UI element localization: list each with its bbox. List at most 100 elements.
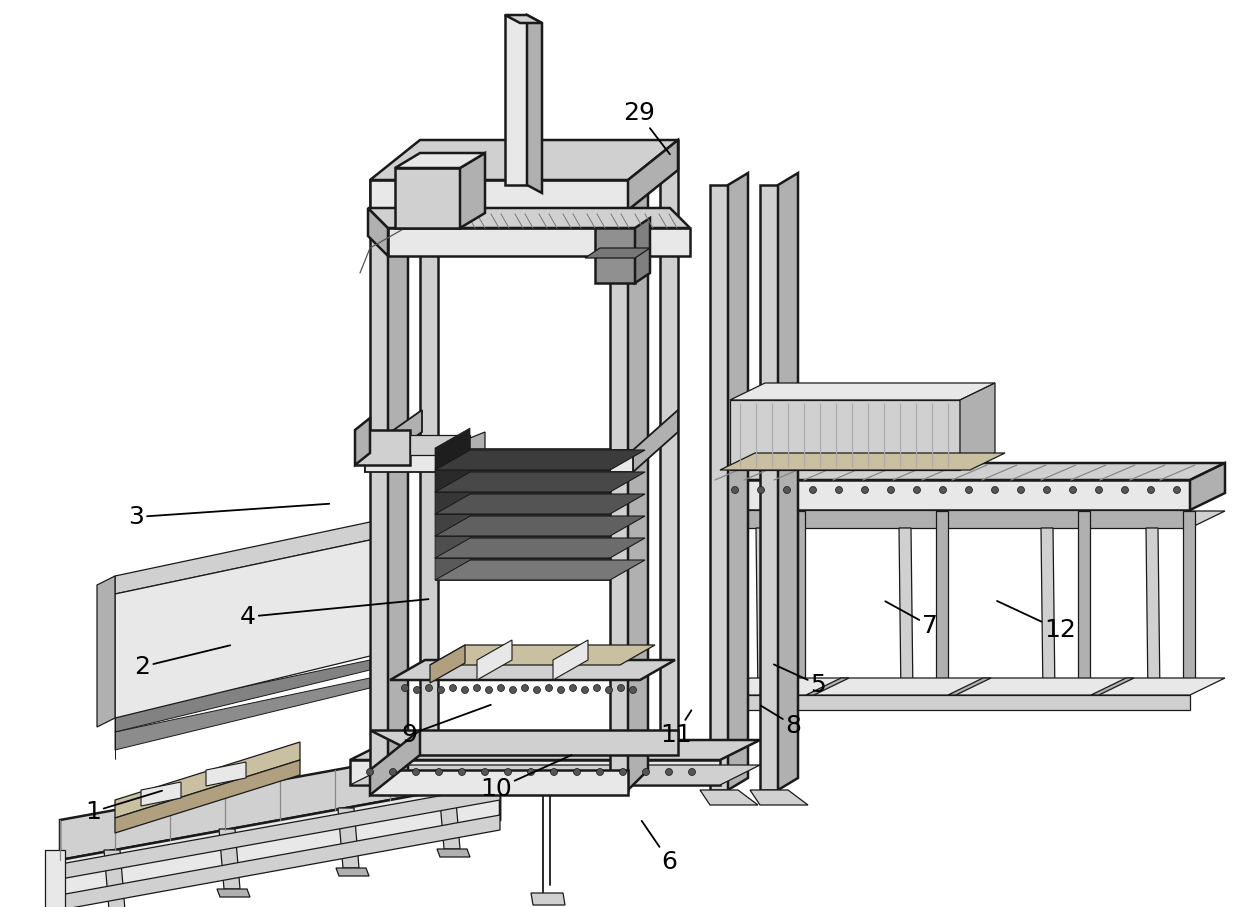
Polygon shape [350, 760, 720, 785]
Polygon shape [632, 410, 678, 472]
Polygon shape [715, 511, 1225, 528]
Polygon shape [435, 494, 645, 514]
Polygon shape [115, 540, 370, 718]
Polygon shape [115, 570, 370, 642]
Polygon shape [1078, 511, 1090, 681]
Polygon shape [355, 430, 410, 465]
Circle shape [605, 687, 613, 694]
Polygon shape [410, 435, 470, 455]
Polygon shape [505, 15, 542, 23]
Polygon shape [460, 153, 485, 228]
Circle shape [573, 768, 580, 775]
Polygon shape [350, 740, 760, 760]
Circle shape [527, 768, 534, 775]
Polygon shape [435, 448, 610, 470]
Circle shape [486, 687, 492, 694]
Circle shape [914, 486, 920, 493]
Polygon shape [435, 516, 470, 558]
Polygon shape [701, 790, 758, 805]
Circle shape [522, 685, 528, 691]
Circle shape [966, 486, 972, 493]
Circle shape [1044, 486, 1050, 493]
Polygon shape [396, 168, 460, 228]
Circle shape [784, 486, 791, 493]
Polygon shape [435, 558, 610, 580]
Polygon shape [1190, 463, 1225, 510]
Circle shape [618, 685, 625, 691]
Text: 9: 9 [402, 705, 491, 746]
Polygon shape [365, 450, 632, 472]
Polygon shape [206, 762, 246, 786]
Polygon shape [899, 528, 913, 698]
Polygon shape [435, 472, 645, 492]
Polygon shape [715, 480, 1190, 510]
Circle shape [551, 768, 558, 775]
Polygon shape [388, 228, 689, 256]
Circle shape [569, 685, 577, 691]
Circle shape [630, 687, 636, 694]
Polygon shape [365, 410, 422, 472]
Polygon shape [435, 538, 470, 580]
Polygon shape [435, 450, 470, 492]
Polygon shape [1183, 511, 1195, 681]
Circle shape [642, 768, 650, 775]
Circle shape [402, 685, 408, 691]
Text: 1: 1 [86, 791, 162, 824]
Polygon shape [436, 849, 470, 857]
Polygon shape [115, 742, 300, 818]
Circle shape [732, 486, 739, 493]
Circle shape [367, 768, 373, 775]
Circle shape [810, 486, 816, 493]
Polygon shape [420, 140, 438, 750]
Circle shape [688, 768, 696, 775]
Circle shape [413, 768, 419, 775]
Polygon shape [949, 678, 991, 695]
Polygon shape [141, 782, 181, 806]
Polygon shape [435, 536, 610, 558]
Polygon shape [728, 173, 748, 790]
Polygon shape [388, 160, 408, 790]
Polygon shape [368, 208, 689, 228]
Circle shape [594, 685, 600, 691]
Polygon shape [750, 790, 808, 805]
Polygon shape [715, 510, 1190, 528]
Circle shape [558, 687, 564, 694]
Polygon shape [595, 228, 635, 283]
Polygon shape [1146, 528, 1159, 698]
Circle shape [459, 768, 465, 775]
Polygon shape [553, 640, 588, 680]
Polygon shape [97, 576, 115, 727]
Polygon shape [435, 470, 610, 492]
Polygon shape [435, 516, 645, 536]
Polygon shape [660, 140, 678, 750]
Polygon shape [435, 560, 645, 580]
Circle shape [533, 687, 541, 694]
Circle shape [836, 486, 842, 493]
Polygon shape [627, 140, 678, 210]
Polygon shape [715, 678, 1225, 695]
Polygon shape [104, 850, 125, 907]
Text: 2: 2 [135, 645, 231, 678]
Polygon shape [370, 180, 388, 790]
Polygon shape [435, 428, 470, 470]
Circle shape [582, 687, 589, 694]
Polygon shape [715, 463, 1225, 480]
Circle shape [435, 768, 443, 775]
Polygon shape [435, 514, 610, 536]
Circle shape [620, 768, 626, 775]
Polygon shape [336, 868, 370, 876]
Text: 4: 4 [241, 600, 429, 629]
Text: 8: 8 [761, 706, 801, 737]
Polygon shape [435, 494, 470, 536]
Polygon shape [470, 432, 485, 452]
Polygon shape [396, 153, 485, 168]
Polygon shape [730, 400, 960, 470]
Circle shape [1121, 486, 1128, 493]
Polygon shape [368, 208, 388, 256]
Circle shape [940, 486, 946, 493]
Polygon shape [534, 783, 558, 790]
Polygon shape [115, 660, 370, 732]
Polygon shape [531, 893, 565, 905]
Polygon shape [1091, 678, 1135, 695]
Polygon shape [715, 695, 1190, 710]
